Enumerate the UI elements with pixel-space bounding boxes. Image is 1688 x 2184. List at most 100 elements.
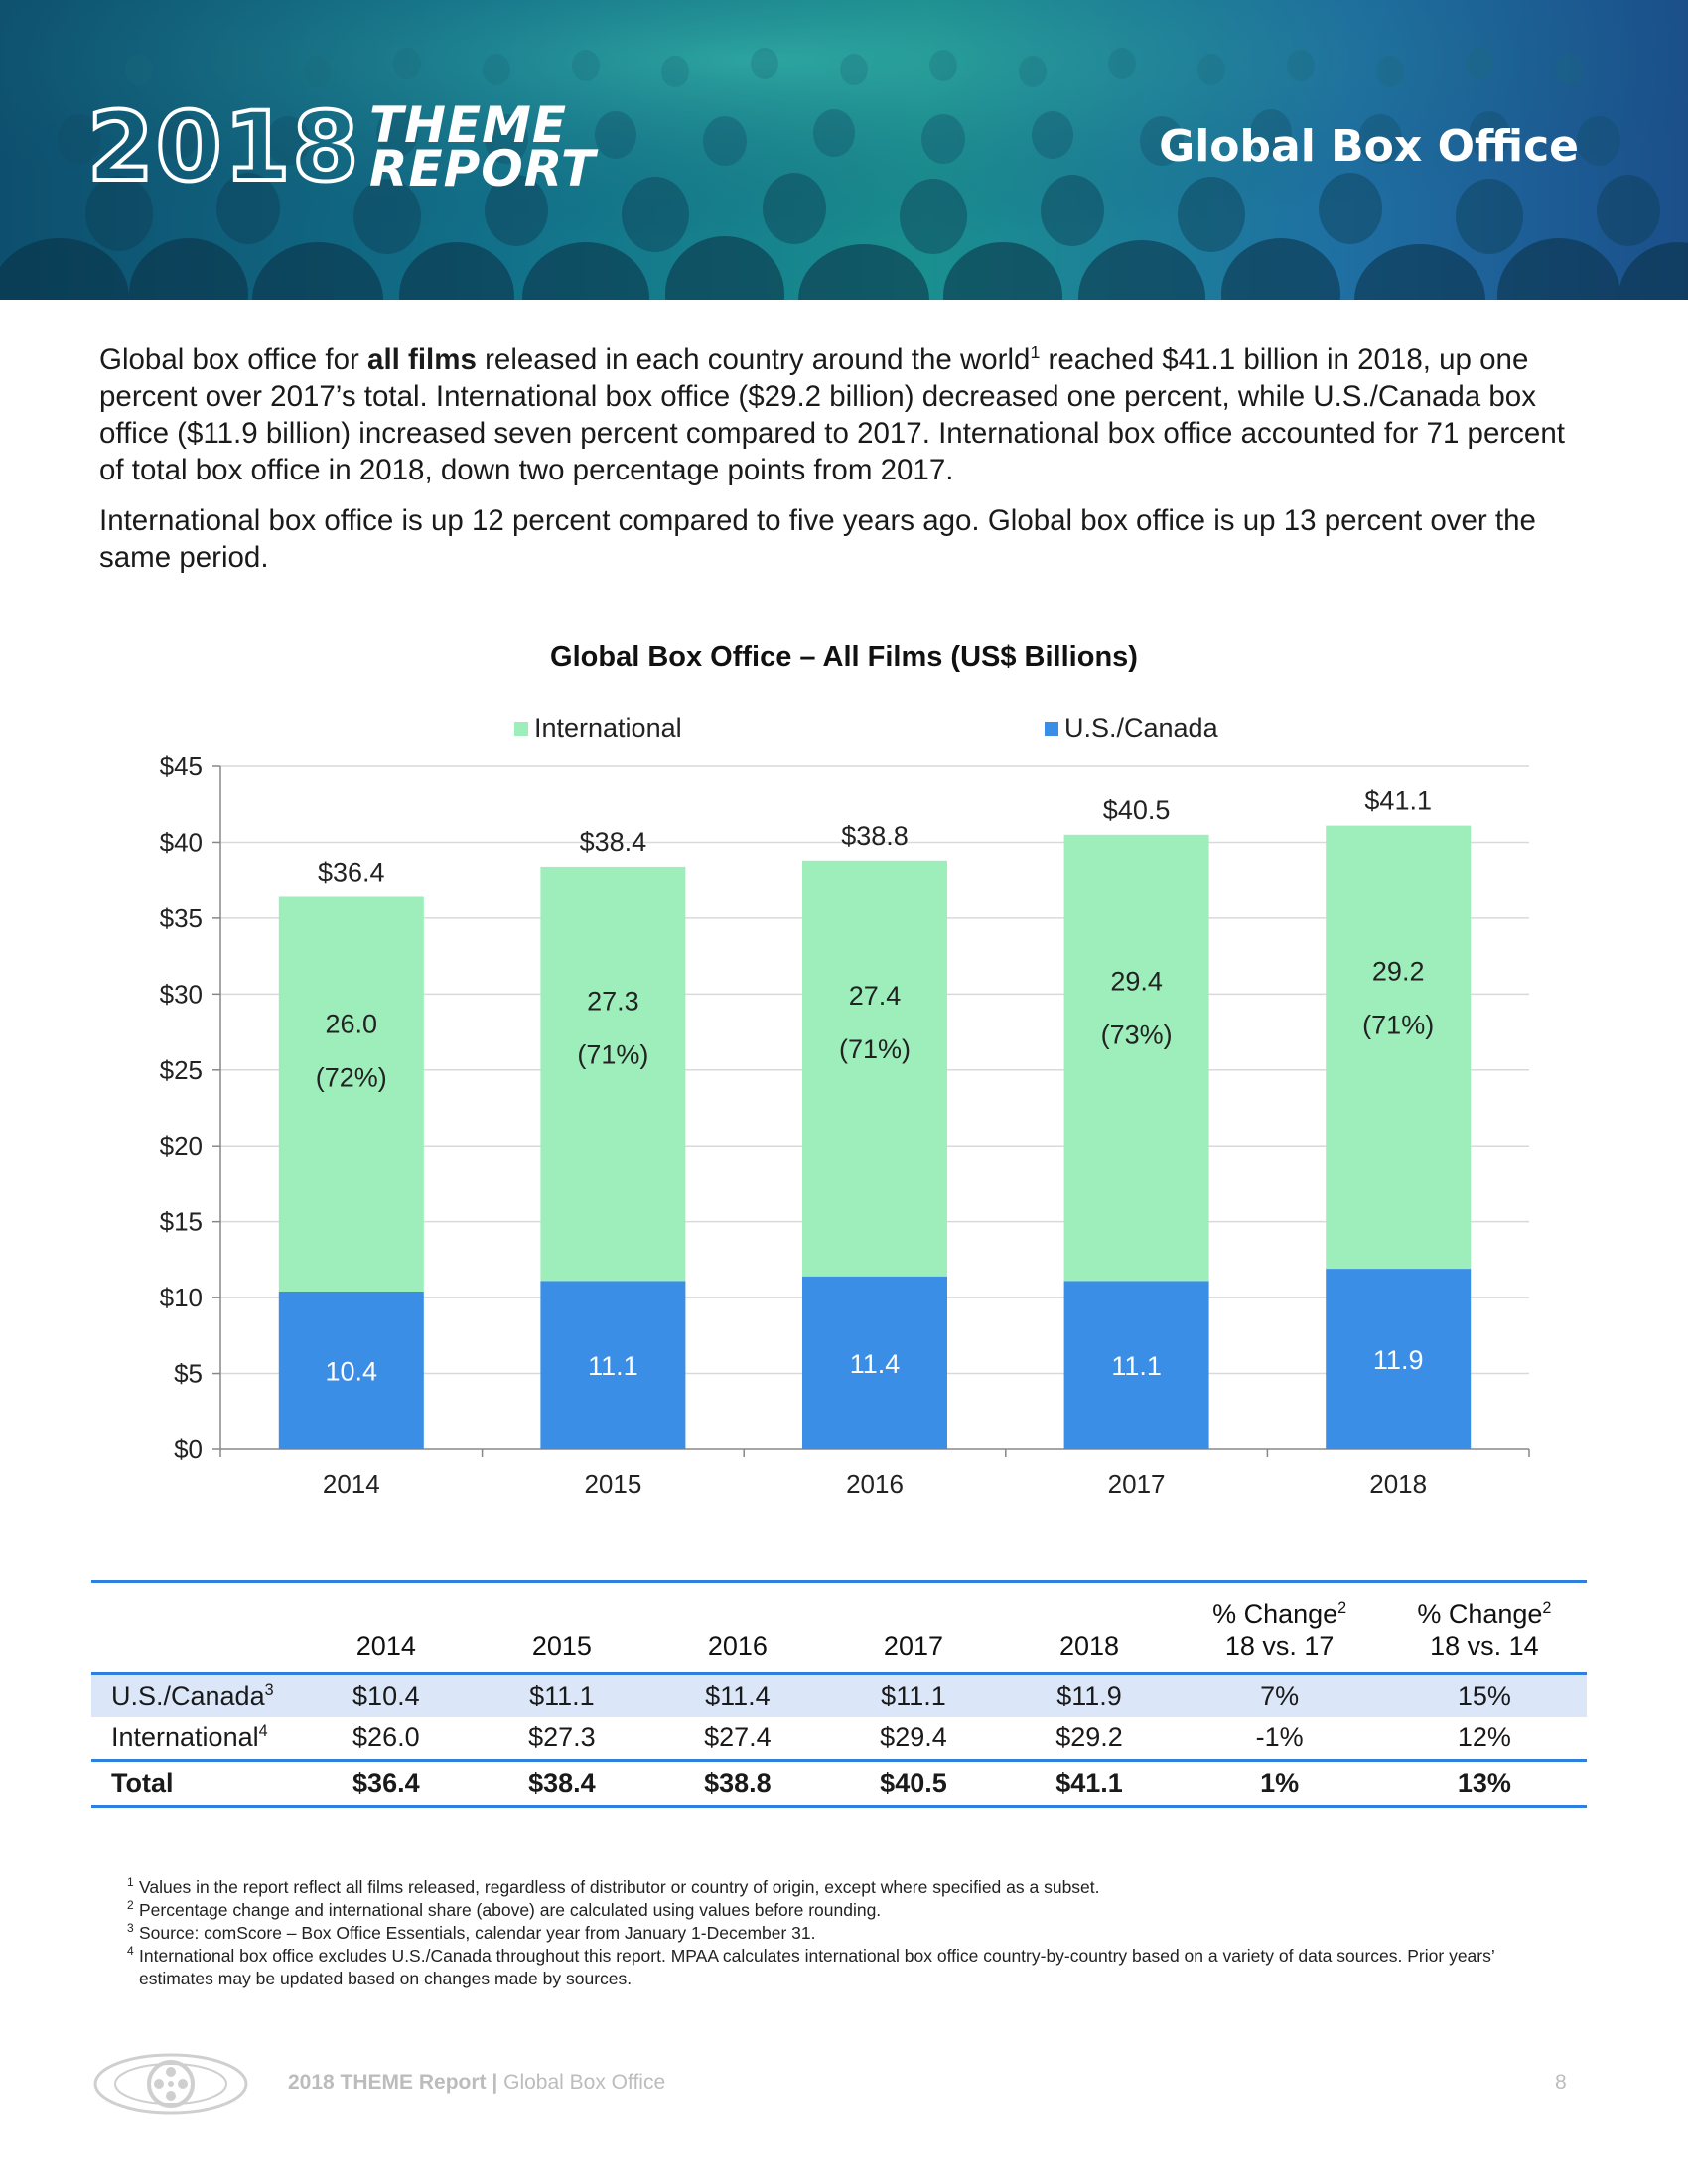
y-tick-label: $0 — [174, 1434, 203, 1464]
table-cell: $11.1 — [529, 1680, 595, 1710]
table-cell: $11.4 — [705, 1680, 771, 1710]
chart-title: Global Box Office – All Films (US$ Billi… — [550, 641, 1138, 673]
footnote-2: 2 Percentage change and international sha… — [127, 1898, 882, 1920]
legend-label-us-canada: U.S./Canada — [1064, 713, 1218, 743]
footnote-text: Percentage change and international shar… — [139, 1900, 882, 1920]
table-cell: $27.3 — [528, 1722, 596, 1753]
data-label-total: $36.4 — [318, 857, 385, 887]
footnote-3: 3 Source: comScore – Box Office Essential… — [127, 1921, 816, 1943]
data-label-international: 29.4 — [1110, 967, 1163, 997]
data-label-international-share: (71%) — [839, 1034, 911, 1064]
footnote-ref: 2 — [1542, 1599, 1552, 1617]
y-tick-label: $25 — [160, 1055, 203, 1085]
row-label-text: U.S./Canada — [111, 1680, 265, 1710]
y-tick-label: $20 — [160, 1131, 203, 1160]
data-label-total: $40.5 — [1103, 795, 1171, 825]
y-tick-label: $35 — [160, 903, 203, 933]
data-label-us-canada: 11.9 — [1373, 1345, 1424, 1375]
brand-line-theme: THEME — [369, 96, 568, 154]
legend-item-international: International — [514, 713, 682, 744]
row-label: International4 — [91, 1717, 298, 1761]
x-tick-label: 2016 — [846, 1469, 904, 1499]
footnote-text: International box office excludes U.S./C… — [139, 1946, 1495, 1988]
data-label-international-share: (72%) — [316, 1063, 387, 1093]
data-label-international: 29.2 — [1372, 956, 1425, 986]
y-tick-label: $40 — [160, 827, 203, 857]
change-header-2-main: % Change — [1417, 1599, 1543, 1629]
table-header-change-18-vs-14: % Change2 18 vs. 14 — [1382, 1582, 1587, 1674]
table-cell: $29.2 — [1055, 1722, 1123, 1753]
bar-us-canada-2014 — [278, 1291, 424, 1449]
audience-background-graphic — [0, 0, 1688, 300]
table-cell: $38.8 — [704, 1768, 772, 1798]
footnotes: 1 Values in the report reflect all films … — [127, 1875, 1549, 1990]
data-label-international: 27.3 — [587, 987, 639, 1017]
intro-paragraph-2: International box office is up 12 percen… — [99, 504, 1536, 574]
header-banner: 2018 THEME REPORT Global Box Office — [0, 0, 1688, 300]
intro-text: Global box office for all films released… — [99, 341, 1589, 590]
table-header-2018: 2018 — [1058, 1631, 1120, 1661]
table-header-2016: 2016 — [707, 1631, 768, 1661]
table-cell: $36.4 — [352, 1768, 420, 1798]
chart-legend: International U.S./Canada — [0, 713, 1688, 745]
footnote-text: Source: comScore – Box Office Essentials… — [139, 1923, 816, 1943]
footnote-ref: 2 — [1337, 1599, 1347, 1617]
y-tick-label: $10 — [160, 1283, 203, 1312]
table-cell: $10.4 — [352, 1680, 420, 1710]
row-label: Total — [111, 1768, 174, 1798]
intro-p1-part-c: reached $41.1 billion in 2018, up one pe… — [99, 343, 1565, 486]
table-cell: $38.4 — [528, 1768, 596, 1798]
table-header-row: 2014 2015 2016 2017 2018 % Change2 18 vs… — [91, 1581, 1587, 1674]
data-label-total: $38.4 — [580, 827, 647, 857]
table-cell: $40.5 — [880, 1768, 947, 1798]
table-row-us-canada: U.S./Canada3 $10.4 $11.1 $11.4 $11.1 $11… — [91, 1673, 1587, 1717]
footer-report-label: 2018 THEME Report | Global Box Office — [288, 2071, 665, 2095]
page-number: 8 — [1555, 2071, 1567, 2094]
intro-paragraph-1: Global box office for all films released… — [99, 341, 1589, 488]
y-tick-label: $30 — [160, 979, 203, 1009]
table-cell: 12% — [1457, 1722, 1511, 1753]
footer-section-name: Global Box Office — [503, 2071, 666, 2094]
footer-separator: | — [486, 2071, 504, 2094]
data-label-us-canada: 11.4 — [850, 1349, 901, 1379]
footnote-1: 1 Values in the report reflect all films … — [127, 1875, 1100, 1897]
data-label-us-canada: 10.4 — [326, 1356, 378, 1386]
footnote-ref: 1 — [1030, 342, 1041, 363]
legend-swatch-international — [514, 721, 528, 736]
bar-international-2018 — [1326, 825, 1472, 1270]
table-cell: $41.1 — [1055, 1768, 1123, 1798]
x-tick-label: 2018 — [1369, 1469, 1427, 1499]
intro-p1-part-b: released in each country around the worl… — [476, 343, 1031, 376]
change-header-1-sub: 18 vs. 17 — [1224, 1631, 1335, 1661]
bar-international-2015 — [540, 866, 686, 1282]
table-cell: $27.4 — [704, 1722, 772, 1753]
brand-line-report: REPORT — [369, 140, 597, 198]
table-cell: $29.4 — [880, 1722, 947, 1753]
data-label-international-share: (71%) — [577, 1040, 648, 1070]
footnote-ref: 4 — [258, 1722, 268, 1741]
table-cell: 7% — [1260, 1680, 1300, 1710]
brand-year: 2018 — [85, 91, 361, 203]
table-header-2017: 2017 — [883, 1631, 943, 1661]
intro-p1-part-a: Global box office for — [99, 343, 368, 376]
table-header-2014: 2014 — [355, 1631, 416, 1661]
intro-p1-bold: all films — [367, 343, 477, 376]
data-label-international-share: (71%) — [1362, 1010, 1434, 1039]
section-title: Global Box Office — [1159, 121, 1579, 172]
footnote-text: Values in the report reflect all films r… — [139, 1877, 1100, 1897]
table-header-change-18-vs-17: % Change2 18 vs. 17 — [1178, 1582, 1382, 1674]
brand-wordmark: THEME REPORT — [369, 96, 647, 198]
legend-item-us-canada: U.S./Canada — [1045, 713, 1218, 744]
data-label-international: 26.0 — [326, 1010, 378, 1039]
x-tick-label: 2015 — [584, 1469, 641, 1499]
footer-report-name: 2018 THEME Report — [288, 2071, 487, 2094]
bar-us-canada-2018 — [1326, 1269, 1472, 1449]
bar-us-canada-2015 — [540, 1281, 686, 1449]
table-row-total: Total $36.4 $38.4 $38.8 $40.5 $41.1 1% 1… — [91, 1760, 1587, 1807]
bar-us-canada-2016 — [802, 1276, 947, 1449]
legend-swatch-us-canada — [1045, 721, 1058, 736]
bar-international-2014 — [278, 896, 424, 1292]
row-label: U.S./Canada3 — [91, 1674, 298, 1717]
table-header-2015: 2015 — [531, 1631, 592, 1661]
x-tick-label: 2017 — [1108, 1469, 1166, 1499]
